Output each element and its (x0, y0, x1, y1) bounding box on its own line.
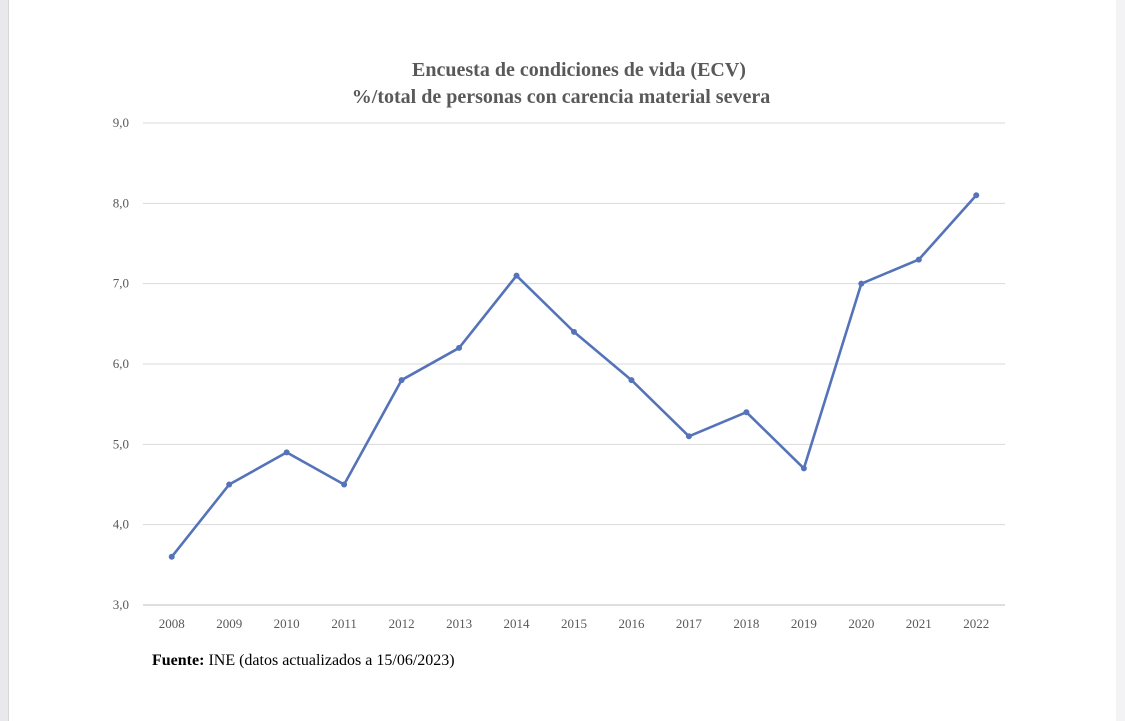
x-tick-label: 2015 (561, 616, 587, 631)
chart-title-line-2: %/total de personas con carencia materia… (352, 86, 770, 108)
chart-title-line-1: Encuesta de condiciones de vida (ECV) (412, 59, 746, 81)
data-point-2022 (973, 192, 980, 199)
data-point-2010 (283, 449, 290, 456)
y-tick-label: 5,0 (113, 436, 129, 451)
data-point-2018 (743, 409, 750, 416)
document-page (8, 0, 1117, 721)
x-tick-label: 2013 (446, 616, 472, 631)
data-point-2015 (571, 328, 577, 335)
x-tick-label: 2021 (906, 616, 932, 631)
y-tick-label: 9,0 (113, 115, 129, 130)
data-point-2009 (226, 481, 233, 488)
data-point-2016 (628, 377, 635, 384)
x-tick-label: 2011 (331, 616, 357, 631)
y-tick-label: 4,0 (113, 517, 129, 532)
data-point-2013 (456, 344, 463, 351)
y-tick-label: 7,0 (113, 276, 129, 291)
gridlines (143, 122, 1005, 606)
data-point-2017 (685, 433, 692, 440)
x-tick-label: 2017 (676, 616, 703, 631)
data-series (168, 192, 980, 560)
data-point-2008 (168, 553, 175, 560)
x-tick-label: 2010 (274, 616, 300, 631)
y-axis-tick-labels: 3,0 4,0 5,0 6,0 7,0 8,0 9,0 (113, 115, 129, 612)
x-tick-label: 2022 (963, 616, 989, 631)
x-tick-label: 2014 (504, 616, 531, 631)
x-tick-label: 2009 (216, 616, 242, 631)
x-tick-label: 2020 (848, 616, 874, 631)
data-point-2020 (858, 280, 865, 287)
x-tick-label: 2019 (791, 616, 817, 631)
data-point-2011 (341, 481, 348, 488)
y-tick-label: 3,0 (113, 597, 129, 612)
data-point-2012 (398, 377, 405, 384)
data-point-2014 (513, 272, 520, 279)
source-text: INE (datos actualizados a 15/06/2023) (208, 652, 455, 669)
series-line (170, 194, 978, 559)
source-label: Fuente: (152, 652, 205, 669)
x-tick-label: 2008 (159, 616, 185, 631)
x-axis-tick-labels: 2008 2009 2010 2011 2012 2013 2014 2015 2016 2017… (159, 616, 990, 631)
source-note: Fuente: INE (datos actualizados a 15/06/… (152, 652, 455, 670)
data-point-2019 (800, 465, 807, 472)
x-tick-label: 2016 (618, 616, 645, 631)
window-edge (1116, 0, 1125, 721)
y-tick-label: 6,0 (113, 356, 129, 371)
y-tick-label: 8,0 (113, 195, 129, 210)
data-point-2021 (915, 256, 922, 263)
x-tick-label: 2012 (389, 616, 415, 631)
x-tick-label: 2018 (733, 616, 759, 631)
